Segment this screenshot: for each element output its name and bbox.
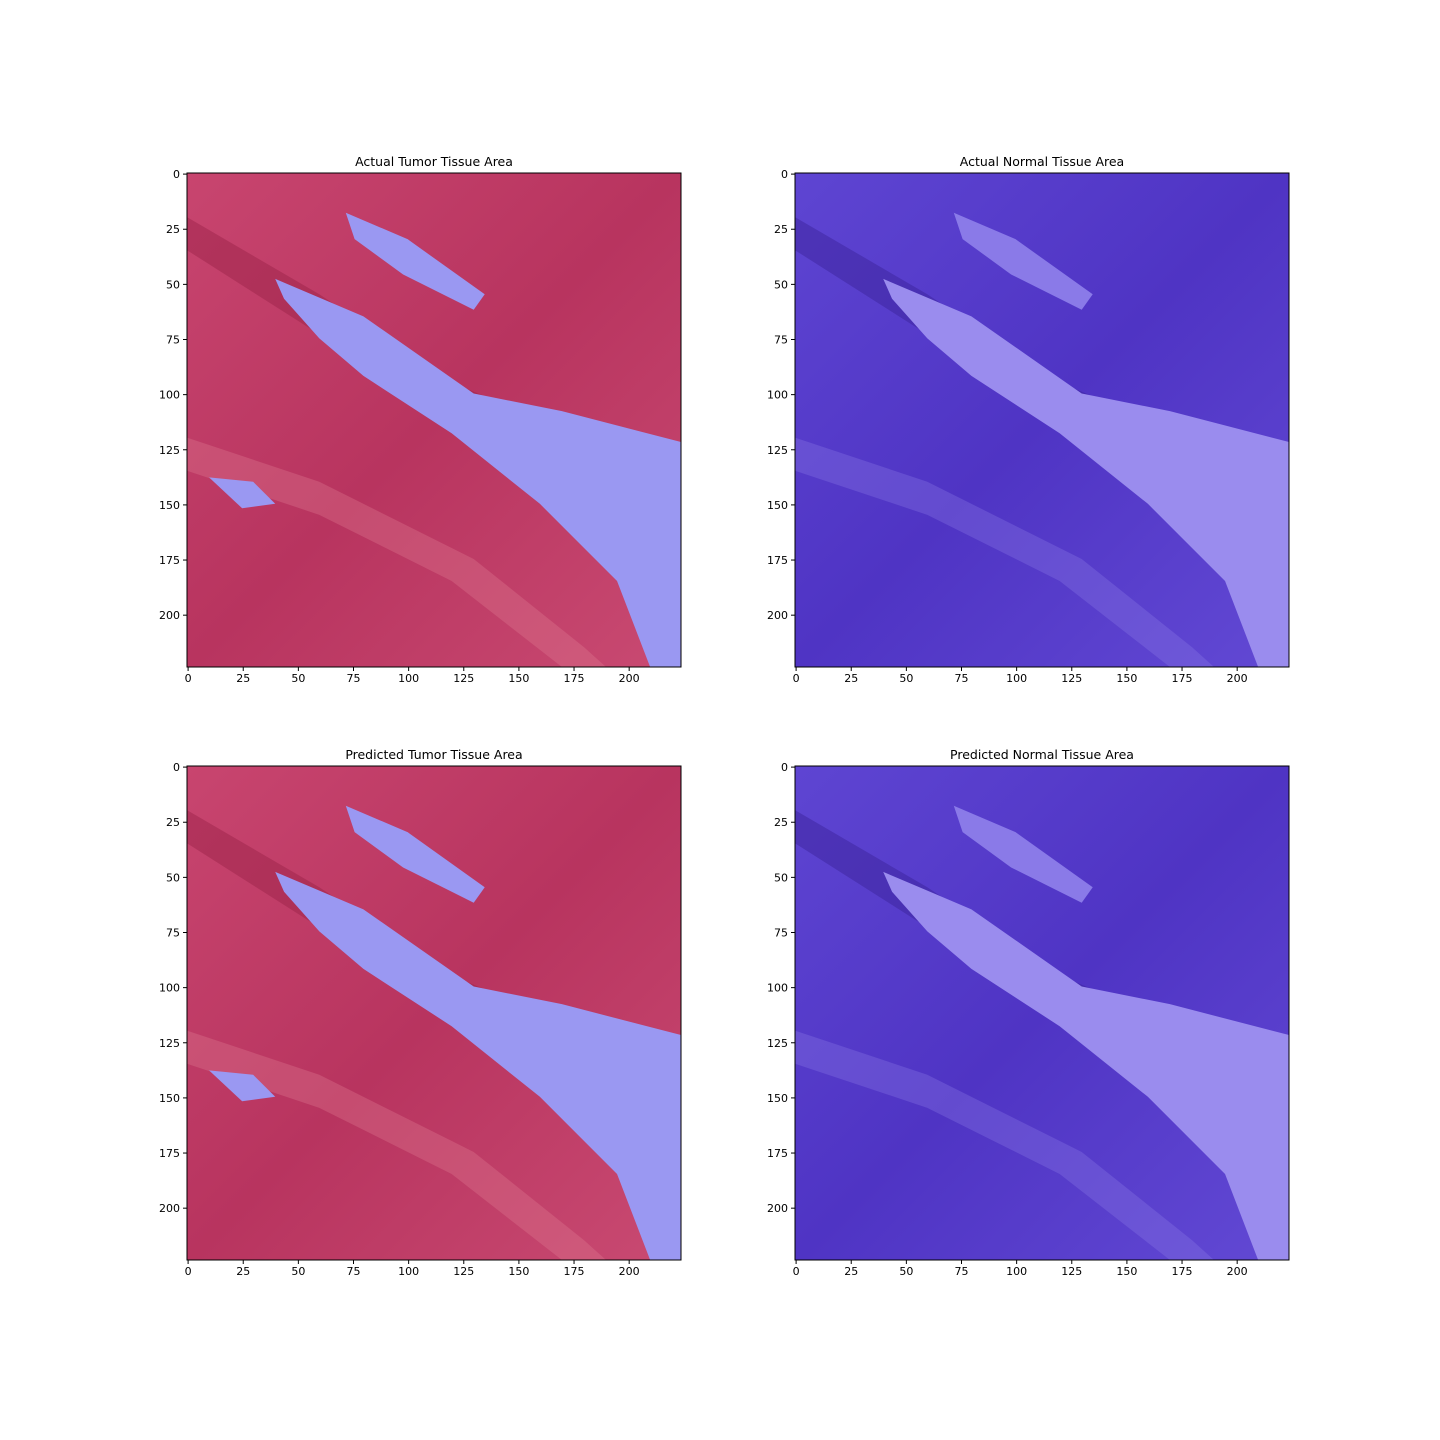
x-tick-label: 100: [398, 672, 419, 685]
axes-frame: [794, 765, 1290, 1261]
y-tick-label: 150: [159, 1092, 180, 1105]
y-tick-label: 25: [166, 223, 180, 236]
subplot-title: Predicted Tumor Tissue Area: [345, 747, 522, 762]
x-tick-label: 125: [1061, 672, 1082, 685]
x-tick-label: 75: [347, 1265, 361, 1278]
x-tick-label: 100: [1006, 1265, 1027, 1278]
y-tick-label: 75: [774, 927, 788, 940]
y-tick-label: 125: [159, 1037, 180, 1050]
axes-frame: [186, 765, 682, 1261]
y-tick-label: 0: [173, 168, 180, 181]
subplot: Predicted Tumor Tissue Area 0 25 50 75 100 125…: [159, 747, 682, 1278]
x-tick-label: 200: [619, 672, 640, 685]
y-tick-label: 25: [166, 816, 180, 829]
x-tick-label: 200: [619, 1265, 640, 1278]
y-tick-label: 175: [767, 1147, 788, 1160]
y-tick-label: 50: [774, 278, 788, 291]
y-tick-label: 0: [781, 761, 788, 774]
x-tick-label: 150: [1116, 672, 1137, 685]
y-tick-label: 100: [159, 389, 180, 402]
x-tick-label: 75: [955, 1265, 969, 1278]
x-tick-label: 175: [1172, 672, 1193, 685]
x-tick-label: 100: [1006, 672, 1027, 685]
tissue-image: [187, 173, 681, 667]
x-tick-label: 25: [236, 1265, 250, 1278]
x-tick-label: 25: [844, 672, 858, 685]
subplot: Predicted Normal Tissue Area 0 25 50 75 100 12…: [767, 747, 1290, 1278]
y-tick-label: 200: [767, 609, 788, 622]
y-tick-label: 25: [774, 223, 788, 236]
y-tick-label: 150: [767, 499, 788, 512]
y-tick-label: 125: [767, 444, 788, 457]
y-tick-label: 100: [767, 982, 788, 995]
x-tick-label: 125: [453, 672, 474, 685]
tissue-image: [187, 766, 681, 1260]
x-tick-label: 25: [844, 1265, 858, 1278]
axes-frame: [794, 172, 1290, 668]
subplot-title: Predicted Normal Tissue Area: [950, 747, 1134, 762]
y-tick-label: 150: [159, 499, 180, 512]
y-tick-label: 75: [166, 334, 180, 347]
y-tick-label: 50: [166, 871, 180, 884]
x-tick-label: 175: [564, 1265, 585, 1278]
x-tick-label: 50: [899, 672, 913, 685]
x-tick-label: 200: [1227, 672, 1248, 685]
y-tick-label: 75: [774, 334, 788, 347]
x-tick-label: 0: [185, 1265, 192, 1278]
y-tick-label: 200: [159, 1202, 180, 1215]
x-tick-label: 0: [793, 672, 800, 685]
x-tick-label: 0: [793, 1265, 800, 1278]
x-tick-label: 75: [347, 672, 361, 685]
y-tick-label: 175: [159, 1147, 180, 1160]
y-tick-label: 175: [159, 554, 180, 567]
subplot: Actual Tumor Tissue Area 0 25 50 75 100 125 150…: [159, 154, 682, 685]
y-tick-label: 150: [767, 1092, 788, 1105]
y-tick-label: 50: [166, 278, 180, 291]
x-tick-label: 50: [291, 672, 305, 685]
subplot: Actual Normal Tissue Area 0 25 50 75 100 125 15…: [767, 154, 1290, 685]
x-tick-label: 125: [453, 1265, 474, 1278]
x-tick-label: 175: [1172, 1265, 1193, 1278]
axes-frame: [186, 172, 682, 668]
x-tick-label: 100: [398, 1265, 419, 1278]
y-tick-label: 125: [159, 444, 180, 457]
x-tick-label: 25: [236, 672, 250, 685]
x-tick-label: 200: [1227, 1265, 1248, 1278]
x-tick-label: 50: [899, 1265, 913, 1278]
x-tick-label: 50: [291, 1265, 305, 1278]
y-tick-label: 100: [159, 982, 180, 995]
y-tick-label: 175: [767, 554, 788, 567]
subplot-title: Actual Tumor Tissue Area: [355, 154, 513, 169]
y-tick-label: 25: [774, 816, 788, 829]
y-tick-label: 200: [159, 609, 180, 622]
x-tick-label: 150: [508, 672, 529, 685]
x-tick-label: 150: [508, 1265, 529, 1278]
x-tick-label: 150: [1116, 1265, 1137, 1278]
y-tick-label: 125: [767, 1037, 788, 1050]
y-tick-label: 0: [173, 761, 180, 774]
y-tick-label: 100: [767, 389, 788, 402]
tissue-image: [795, 766, 1289, 1260]
y-tick-label: 200: [767, 1202, 788, 1215]
subplot-title: Actual Normal Tissue Area: [960, 154, 1124, 169]
x-tick-label: 0: [185, 672, 192, 685]
y-tick-label: 50: [774, 871, 788, 884]
y-tick-label: 0: [781, 168, 788, 181]
tissue-image: [795, 173, 1289, 667]
x-tick-label: 75: [955, 672, 969, 685]
x-tick-label: 175: [564, 672, 585, 685]
x-tick-label: 125: [1061, 1265, 1082, 1278]
y-tick-label: 75: [166, 927, 180, 940]
